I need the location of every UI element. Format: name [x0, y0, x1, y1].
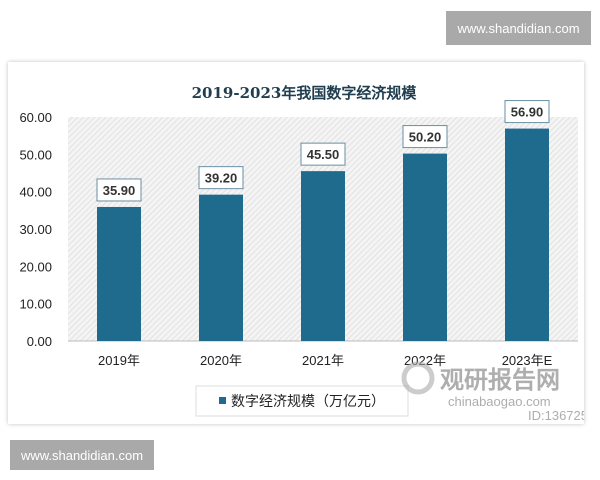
y-tick-label: 30.00 — [19, 222, 52, 237]
y-tick-label: 40.00 — [19, 185, 52, 200]
data-label-box — [300, 142, 346, 166]
y-tick-label: 20.00 — [19, 259, 52, 274]
data-label: 50.20 — [409, 130, 442, 145]
logo-id: ID:13672581 — [528, 408, 584, 423]
logo-icon — [401, 361, 435, 395]
logo-watermark: 观研报告网 chinabaogao.com ID:13672581 — [401, 361, 584, 423]
bar — [301, 171, 345, 341]
watermark-bottom: www.shandidian.com — [10, 440, 154, 470]
x-tick-label: 2020年 — [200, 353, 242, 368]
data-label: 45.50 — [307, 147, 340, 162]
logo-name: 观研报告网 — [440, 367, 560, 394]
legend-label: 数字经济规模（万亿元） — [231, 393, 385, 409]
x-tick-label: 2019年 — [98, 353, 140, 368]
data-label: 39.20 — [205, 171, 238, 186]
chart-title: 2019-2023年我国数字经济规模 — [192, 84, 418, 102]
data-label-box — [402, 125, 448, 149]
data-label-box — [504, 100, 550, 124]
data-label-box — [198, 166, 244, 190]
bar — [505, 128, 549, 341]
bar — [97, 206, 141, 341]
data-label: 56.90 — [511, 105, 544, 120]
legend-box — [195, 385, 409, 417]
y-tick-label: 0.00 — [27, 334, 52, 349]
data-label: 35.90 — [103, 183, 136, 198]
bar-chart: 2019-2023年我国数字经济规模 0.00 10.00 20.00 30.00 40… — [19, 84, 584, 423]
x-tick-label: 2023年E — [502, 353, 553, 368]
y-tick-label: 10.00 — [19, 297, 52, 312]
y-tick-label: 60.00 — [19, 110, 52, 125]
legend: 数字经济规模（万亿元） — [195, 385, 409, 417]
x-tick-label: 2021年 — [302, 353, 344, 368]
data-label-box — [96, 178, 142, 202]
logo-domain: chinabaogao.com — [448, 394, 551, 409]
bar — [403, 153, 447, 341]
chart-card: 2019-2023年我国数字经济规模 0.00 10.00 20.00 30.00 40… — [8, 62, 584, 424]
legend-swatch — [219, 397, 226, 404]
bar — [199, 194, 243, 341]
watermark-top: www.shandidian.com — [446, 11, 591, 45]
y-tick-label: 50.00 — [19, 147, 52, 162]
